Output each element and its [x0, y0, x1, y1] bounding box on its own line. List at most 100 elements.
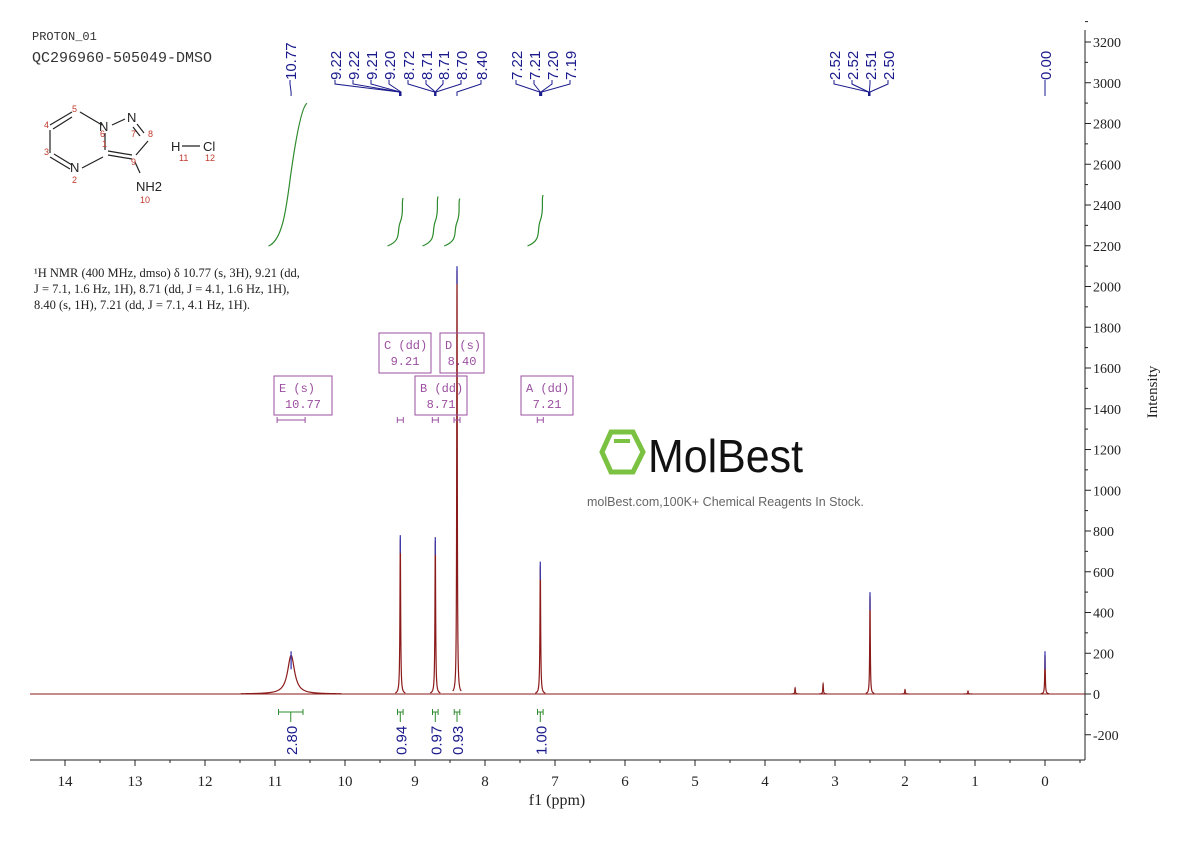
peak-label: 2.50	[881, 51, 898, 80]
integral-bar	[432, 709, 439, 722]
multiplet-frame	[378, 332, 432, 374]
x-tick-label: 14	[58, 774, 74, 790]
x-tick-label: 7	[551, 774, 559, 790]
watermark-logo: MolBest	[648, 430, 803, 482]
y-tick-label: 2800	[1093, 118, 1121, 133]
y-tick-label: 1800	[1093, 321, 1121, 336]
y-tick-label: 2200	[1093, 240, 1121, 255]
peak-label: 9.22	[346, 51, 363, 80]
peak-label: 10.77	[283, 42, 300, 80]
nmr-description: ¹H NMR (400 MHz, dmso) δ 10.77 (s, 3H), …	[34, 265, 364, 313]
atom-nh2: NH2	[136, 179, 162, 194]
x-tick-label: 6	[621, 774, 629, 790]
multiplet-range	[276, 417, 306, 423]
peak-label: 2.52	[845, 51, 862, 80]
peak-label-leader	[456, 80, 482, 96]
integral-bar	[278, 709, 304, 722]
description-line: ¹H NMR (400 MHz, dmso) δ 10.77 (s, 3H), …	[34, 266, 300, 280]
multiplet-range	[396, 417, 404, 423]
x-tick-label: 11	[268, 774, 282, 790]
y-tick-label: 600	[1093, 566, 1114, 581]
atom-n2: N	[70, 160, 79, 175]
peak-label-leader	[334, 80, 401, 96]
logo-hexagon-icon	[599, 429, 646, 475]
y-tick-label: 200	[1093, 647, 1114, 662]
spectrum-peak-7.21	[535, 565, 546, 694]
integral-curve	[268, 102, 308, 247]
y-tick-label: 800	[1093, 525, 1114, 540]
multiplet-box: D (s) 8.40	[439, 332, 485, 423]
multiplet-label: A (dd)	[526, 382, 569, 396]
multiplet-label: E (s)	[279, 382, 315, 396]
multiplet-label: D (s)	[445, 339, 481, 353]
y-tick-label: 1000	[1093, 484, 1121, 499]
multiplet-frame	[520, 375, 574, 416]
multiplet-shift: 8.40	[448, 355, 477, 369]
x-tick-label: 0	[1041, 774, 1049, 790]
multiplet-shift: 10.77	[285, 398, 321, 412]
peak-label-leader	[515, 80, 541, 96]
peak-label-leader	[869, 80, 889, 96]
x-tick-label: 1	[971, 774, 979, 790]
peak-label-leader	[435, 80, 462, 96]
atom-number: 2	[72, 175, 77, 185]
atom-cl: Cl	[203, 139, 215, 154]
watermark-tagline: molBest.com,100K+ Chemical Reagents In S…	[587, 495, 864, 509]
peak-label-leader	[540, 80, 553, 96]
atom-number: 6	[100, 129, 105, 139]
x-tick-label: 12	[198, 774, 213, 790]
y-tick-label: 0	[1093, 688, 1100, 703]
atom-number: 1	[102, 139, 107, 149]
peak-label: 8.72	[401, 51, 418, 80]
multiplet-frame	[273, 375, 333, 416]
integral-value: 0.93	[450, 726, 467, 755]
x-tick-label: 13	[128, 774, 143, 790]
multiplet-frame	[414, 375, 468, 416]
y-tick-label: 3200	[1093, 36, 1121, 51]
peak-label-leader	[370, 80, 401, 96]
spectrum-peak-9.21	[395, 539, 406, 694]
multiplet-range	[536, 417, 544, 423]
peak-label: 8.70	[454, 51, 471, 80]
integral-value: 1.00	[533, 726, 550, 755]
y-tick-label: 1400	[1093, 403, 1121, 418]
multiplet-range	[431, 417, 439, 423]
atom-number: 12	[205, 153, 215, 163]
multiplet-shift: 9.21	[391, 355, 420, 369]
y-tick-label: 2400	[1093, 199, 1121, 214]
spectrum-peak-3.17	[818, 681, 828, 695]
peak-label: 2.52	[827, 51, 844, 80]
atom-number: 9	[131, 157, 136, 167]
x-axis-label: f1 (ppm)	[529, 792, 585, 809]
y-tick-label: -200	[1093, 729, 1119, 744]
spectrum-peak-1.1	[963, 689, 973, 695]
peak-label-leader	[425, 80, 436, 96]
atom-n6: N	[99, 119, 108, 134]
peak-label-leader	[541, 80, 571, 96]
sample-name: QC296960-505049-DMSO	[32, 50, 213, 67]
multiplet-shift: 7.21	[533, 398, 562, 412]
multiplet-label: C (dd)	[384, 339, 427, 353]
atom-h: H	[171, 139, 180, 154]
peak-label: 8.71	[419, 51, 436, 80]
x-tick-label: 2	[901, 774, 909, 790]
x-tick-label: 3	[831, 774, 839, 790]
integral-value: 0.94	[393, 726, 410, 755]
peak-label: 8.71	[436, 51, 453, 80]
x-tick-label: 10	[338, 774, 353, 790]
description-line: 8.40 (s, 1H), 7.21 (dd, J = 7.1, 4.1 Hz,…	[34, 298, 251, 312]
atom-number: 10	[140, 195, 150, 205]
y-tick-label: 400	[1093, 607, 1114, 622]
integral-bar	[537, 709, 544, 722]
integral-curve	[527, 194, 544, 247]
multiplet-range	[453, 417, 461, 423]
description-line: J = 7.1, 1.6 Hz, 1H), 8.71 (dd, J = 4.1,…	[34, 282, 290, 296]
integral-curve	[443, 198, 461, 247]
peak-label-leader	[388, 80, 402, 96]
y-axis-label: Intensity	[1145, 365, 1161, 418]
molbest-watermark: MolBest molBest.com,100K+ Chemical Reage…	[587, 429, 864, 509]
y-tick-label: 2000	[1093, 281, 1121, 296]
integral-curve	[387, 197, 404, 247]
peak-label: 7.21	[527, 51, 544, 80]
